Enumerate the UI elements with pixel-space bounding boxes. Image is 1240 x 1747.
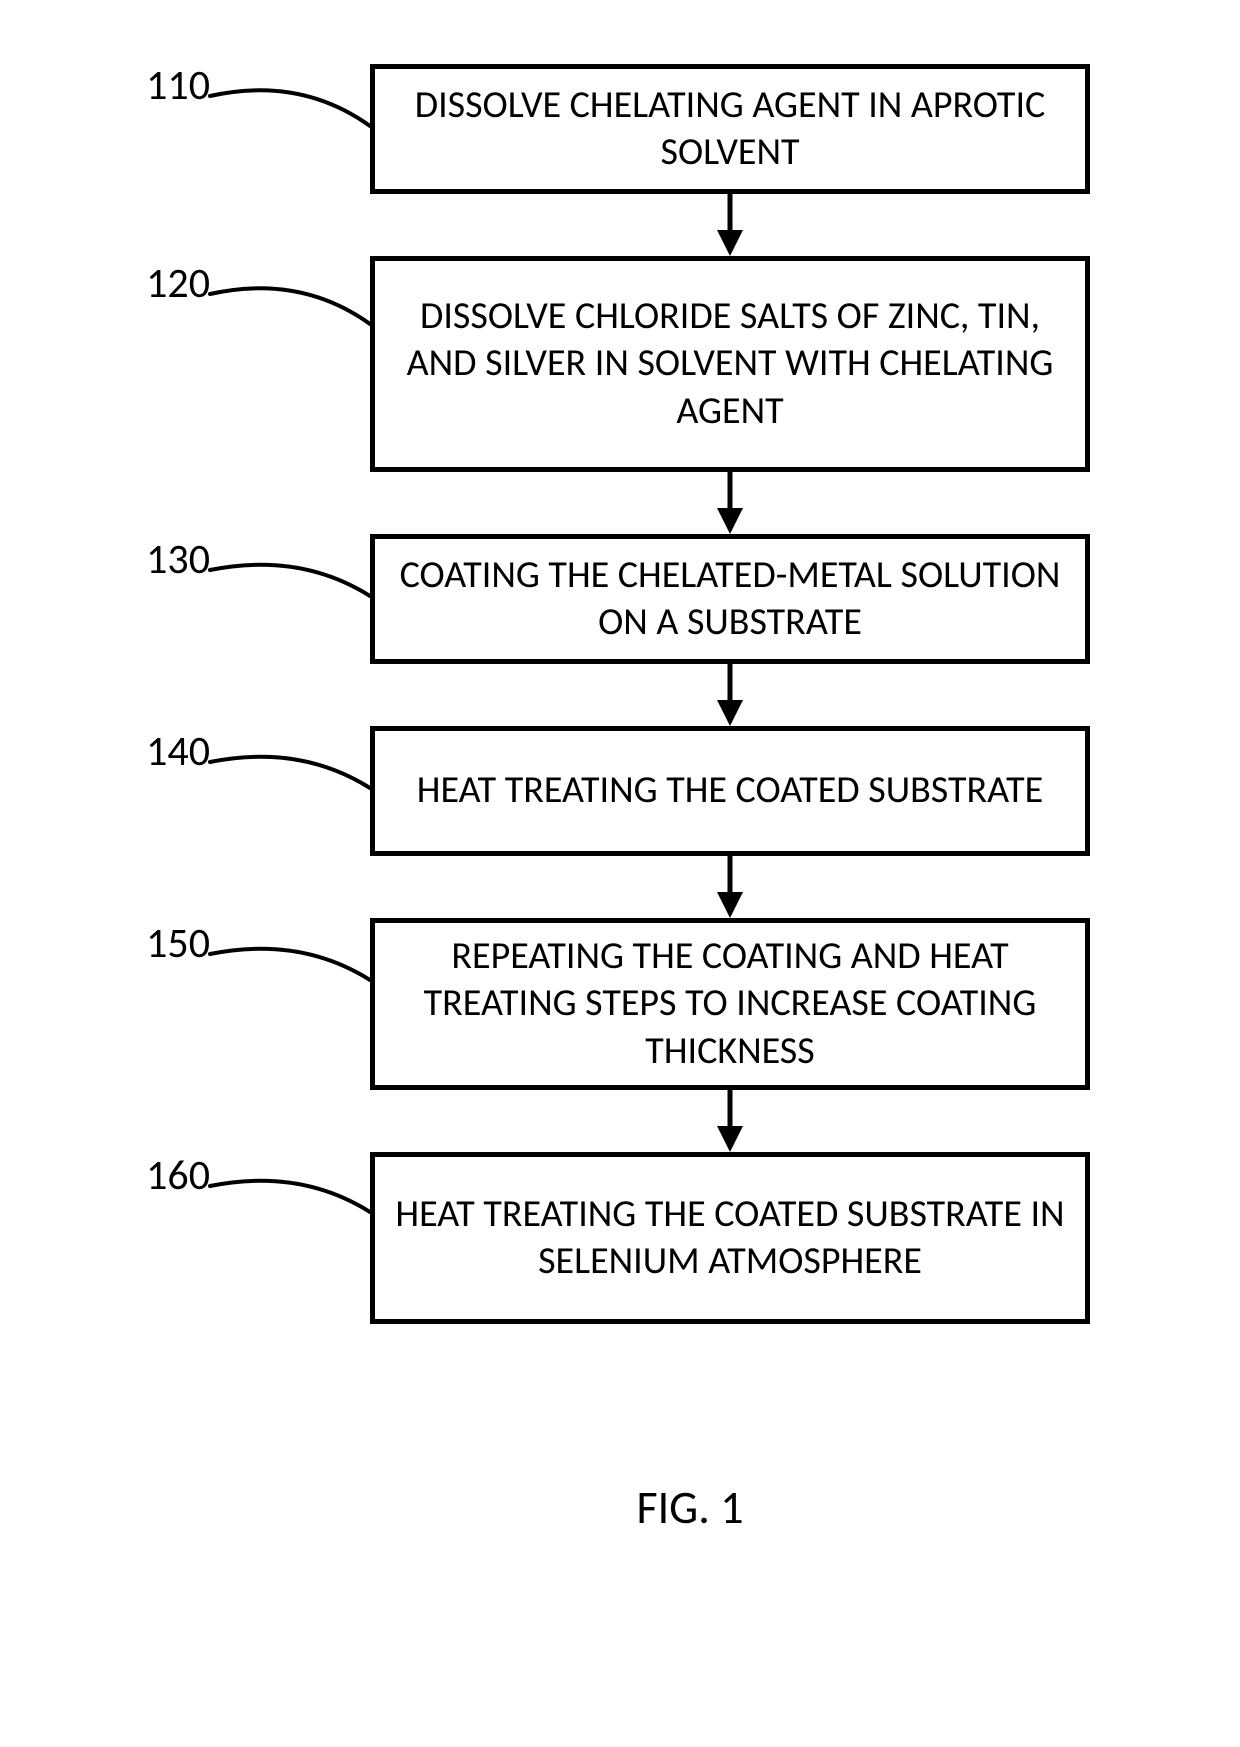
ref-label-120: 120 — [100, 258, 210, 309]
flowchart-canvas: DISSOLVE CHELATING AGENT IN APROTIC SOLV… — [0, 0, 1240, 1747]
flow-step-150-text: REPEATING THE COATING AND HEAT TREATING … — [395, 933, 1065, 1076]
flow-step-130: COATING THE CHELATED-METAL SOLUTION ON A… — [370, 534, 1090, 664]
figure-label: FIG. 1 — [560, 1480, 820, 1536]
flow-step-160-text: HEAT TREATING THE COATED SUBSTRATE IN SE… — [395, 1191, 1065, 1286]
flow-step-130-text: COATING THE CHELATED-METAL SOLUTION ON A… — [395, 552, 1065, 647]
flow-step-150: REPEATING THE COATING AND HEAT TREATING … — [370, 918, 1090, 1090]
flow-step-120-text: DISSOLVE CHLORIDE SALTS OF ZINC, TIN, AN… — [395, 293, 1065, 436]
ref-label-130: 130 — [100, 534, 210, 585]
ref-label-150: 150 — [100, 918, 210, 969]
flow-step-160: HEAT TREATING THE COATED SUBSTRATE IN SE… — [370, 1152, 1090, 1324]
flow-step-120: DISSOLVE CHLORIDE SALTS OF ZINC, TIN, AN… — [370, 256, 1090, 472]
flow-step-140-text: HEAT TREATING THE COATED SUBSTRATE — [417, 767, 1043, 815]
ref-label-160: 160 — [100, 1150, 210, 1201]
ref-label-110: 110 — [100, 60, 210, 111]
ref-label-140: 140 — [100, 726, 210, 777]
flow-step-110: DISSOLVE CHELATING AGENT IN APROTIC SOLV… — [370, 64, 1090, 194]
flow-step-140: HEAT TREATING THE COATED SUBSTRATE — [370, 726, 1090, 856]
flow-step-110-text: DISSOLVE CHELATING AGENT IN APROTIC SOLV… — [395, 82, 1065, 177]
